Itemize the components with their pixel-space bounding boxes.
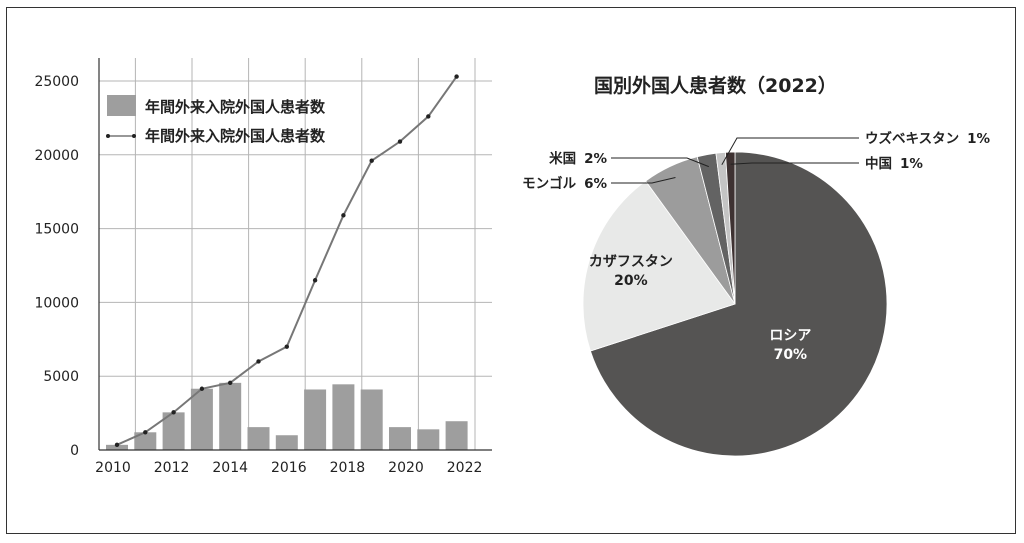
pie-callout-line <box>721 137 859 166</box>
line-point <box>426 114 431 119</box>
pie-callout-name: モンゴル <box>522 175 576 192</box>
line-point <box>369 158 374 163</box>
pie-callout-line <box>611 176 676 184</box>
x-tick-label: 2018 <box>330 460 366 476</box>
pie-callout-name: 米国 <box>549 150 576 167</box>
pie-labels: ロシア 70% カザフスタン 20% モンゴル 6% 米国 2% ウズベキスタン 1% 中国 1% <box>522 130 990 363</box>
pie-slice-label: カザフスタン <box>589 254 673 270</box>
line-point <box>256 359 261 364</box>
grid <box>99 58 492 450</box>
pie-slice <box>725 151 736 305</box>
pie-callout-name: 中国 <box>865 155 892 172</box>
bar <box>445 421 468 450</box>
pie-callout-percent: 1% <box>900 156 923 172</box>
line-point <box>397 139 403 144</box>
charts-canvas: 0 5000 10000 15000 20000 25000 2010 2012 2014 201… <box>34 58 991 476</box>
legend-line-label: 年間外来入院外国人患者数 <box>145 127 326 145</box>
line-point <box>199 386 205 391</box>
pie-chart: 国別外国人患者数（2022） ロシア 70% カザフスタン 20% モンゴル 6% 米国 2%… <box>522 74 991 457</box>
pie-slice <box>582 180 736 352</box>
line-series <box>114 74 459 448</box>
y-tick-label: 10000 <box>34 295 79 311</box>
line-point <box>171 410 176 415</box>
line-point <box>312 278 318 283</box>
legend: 年間外来入院外国人患者数 年間外来入院外国人患者数 <box>106 95 326 145</box>
bar <box>360 389 383 450</box>
line-point <box>284 344 289 349</box>
line-point <box>143 430 148 435</box>
legend-bar-label: 年間外来入院外国人患者数 <box>145 98 326 116</box>
pie-slice <box>589 151 888 457</box>
pie-callout-line <box>611 157 709 168</box>
bar <box>134 432 157 450</box>
x-tick-label: 2020 <box>388 460 424 476</box>
x-tick-label: 2012 <box>154 460 190 476</box>
legend-bar-swatch <box>107 95 136 116</box>
bar <box>389 427 411 450</box>
y-tick-label: 0 <box>70 443 79 459</box>
y-tick-label: 5000 <box>43 369 79 385</box>
pie-slices <box>582 151 888 457</box>
bar-line-chart: 0 5000 10000 15000 20000 25000 2010 2012 2014 201… <box>34 58 492 476</box>
bar <box>304 389 327 450</box>
legend-line-marker <box>132 134 136 138</box>
bar <box>190 388 213 450</box>
bar <box>275 435 298 450</box>
bar <box>417 429 440 450</box>
x-tick-label: 2010 <box>95 460 131 476</box>
bar <box>247 427 270 450</box>
pie-slice-label: ロシア <box>769 328 811 344</box>
pie-callout-percent: 6% <box>584 176 607 192</box>
pie-slice-percent: 20% <box>614 273 648 289</box>
line-point <box>341 213 346 218</box>
bar <box>219 382 242 450</box>
pie-callout-label: ウズベキスタン 1% <box>865 130 991 147</box>
pie-callout-label: モンゴル 6% <box>522 175 607 192</box>
y-tick-label: 20000 <box>34 148 79 164</box>
line-point <box>454 74 459 79</box>
figure-frame: 0 5000 10000 15000 20000 25000 2010 2012 2014 201… <box>6 7 1016 534</box>
pie-callout-percent: 1% <box>967 131 990 147</box>
pie-slice-percent: 70% <box>774 347 808 363</box>
bar <box>332 384 355 450</box>
x-tick-label: 2022 <box>447 460 483 476</box>
pie-callout-label: 米国 2% <box>549 150 607 167</box>
x-tick-label: 2016 <box>271 460 307 476</box>
pie-title: 国別外国人患者数（2022） <box>594 74 837 97</box>
line-point <box>228 380 233 386</box>
bar <box>162 412 185 450</box>
line-point <box>114 442 120 448</box>
bar <box>106 444 128 450</box>
bars <box>106 382 468 450</box>
pie-callout-percent: 2% <box>584 151 607 167</box>
legend-line-marker <box>106 134 110 138</box>
y-tick-label: 25000 <box>34 74 79 90</box>
pie-callout-label: 中国 1% <box>865 155 923 172</box>
axes: 0 5000 10000 15000 20000 25000 2010 2012 2014 201… <box>34 58 492 476</box>
y-tick-label: 15000 <box>34 222 79 238</box>
pie-callout-line <box>730 162 859 165</box>
x-tick-label: 2014 <box>212 460 248 476</box>
pie-callout-name: ウズベキスタン <box>865 130 959 147</box>
